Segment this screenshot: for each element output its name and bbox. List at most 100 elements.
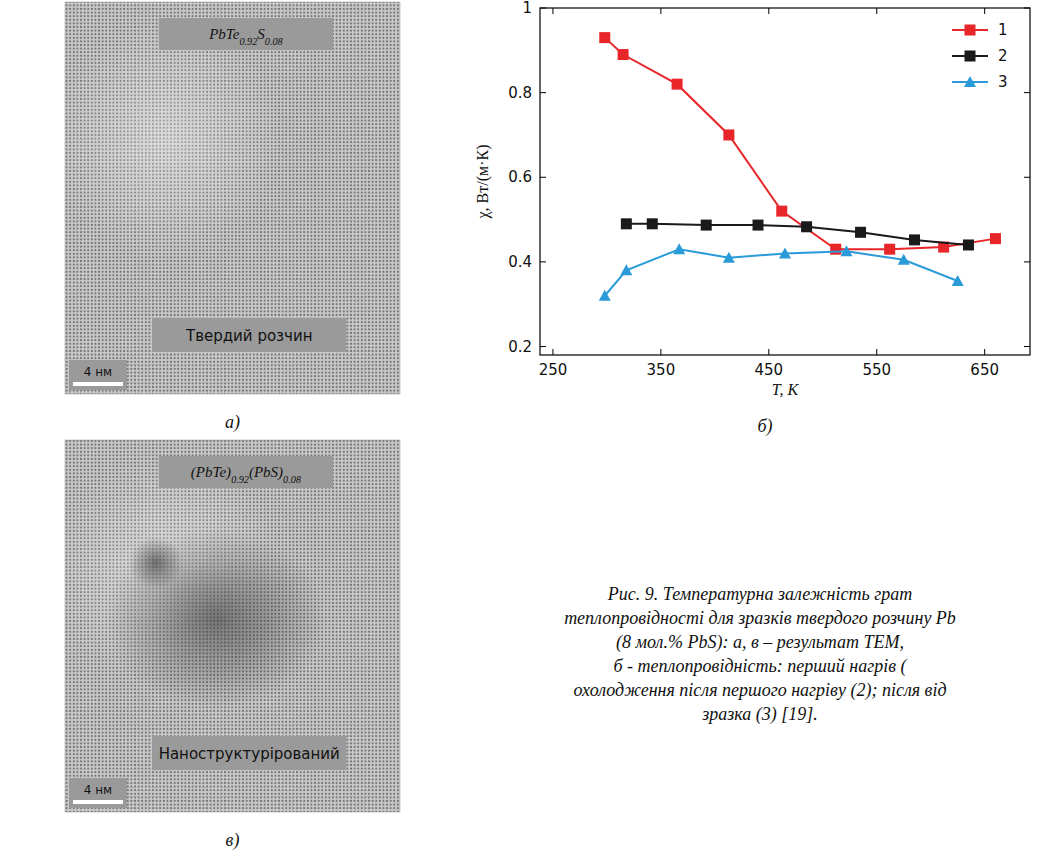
caption-line: теплопровідності для зразків твердого ро… <box>564 608 956 628</box>
caption-line: Рис. 9. Температурна залежність грат <box>607 584 912 604</box>
formula: (PbTe)0.92(PbS)0.08 <box>191 464 301 485</box>
marker <box>701 220 712 231</box>
x-tick <box>984 349 985 355</box>
scale-box <box>69 778 127 808</box>
formula: PbTe0.92S0.08 <box>208 26 282 47</box>
formula-part: (PbS) <box>249 464 283 481</box>
marker <box>753 220 764 231</box>
x-tick <box>984 8 985 14</box>
marker <box>723 252 735 263</box>
y-tick-label: 0.8 <box>508 84 532 102</box>
y-tick-label: 0.6 <box>508 168 532 186</box>
y-tick <box>540 261 546 262</box>
legend-label: 2 <box>998 47 1008 65</box>
marker <box>673 243 685 254</box>
image-label: Наноструктурірований <box>159 745 340 763</box>
marker <box>776 206 787 217</box>
y-tick <box>1024 8 1030 9</box>
y-tick <box>540 177 546 178</box>
series-line <box>605 38 996 250</box>
marker <box>647 218 658 229</box>
y-tick <box>1024 177 1030 178</box>
caption-line: б - теплопровідність: перший нагрів ( <box>614 656 908 677</box>
figure: PbTe0.92S0.08Твердий розчин4 нма)(PbTe)0… <box>0 0 1052 853</box>
y-tick-label: 1 <box>522 0 532 17</box>
marker <box>779 247 791 258</box>
marker <box>723 129 734 140</box>
y-tick <box>540 92 546 93</box>
legend-marker <box>965 51 976 62</box>
x-tick <box>552 8 553 14</box>
marker <box>963 239 974 250</box>
caption-line: зразка (3) [19]. <box>701 704 818 725</box>
subscript: 0.08 <box>283 474 301 485</box>
x-tick <box>876 8 877 14</box>
tem-image: (PbTe)0.92(PbS)0.08 Наноструктурірований 4… <box>48 440 400 812</box>
x-tick <box>552 349 553 355</box>
caption-line: (8 мол.% PbS): а, в – результат ТЕМ, <box>616 632 904 653</box>
x-tick <box>876 349 877 355</box>
marker <box>621 218 632 229</box>
subscript: 0.92 <box>231 474 249 485</box>
marker <box>855 227 866 238</box>
marker <box>620 264 632 275</box>
label-box <box>159 456 333 488</box>
x-tick-label: 450 <box>754 361 783 379</box>
chart: 250 350 450 550 650 0.2 0.4 0.6 0.8 1 T, K χ, Вт/(м… <box>474 0 1030 398</box>
plot-frame <box>540 8 1030 355</box>
marker <box>672 79 683 90</box>
x-tick <box>768 8 769 14</box>
panel-letter: б) <box>757 416 772 437</box>
marker <box>841 245 853 256</box>
nano-inclusion <box>129 537 183 589</box>
y-tick-label: 0.4 <box>508 253 532 271</box>
x-tick <box>660 8 661 14</box>
y-tick <box>540 346 546 347</box>
x-tick <box>768 349 769 355</box>
marker <box>599 32 610 43</box>
scale-bar <box>73 800 123 804</box>
marker <box>830 244 841 255</box>
tem-image: PbTe0.92S0.08Твердий розчин4 нм <box>48 2 400 394</box>
legend-label: 1 <box>998 21 1008 39</box>
subscript: 0.08 <box>265 36 283 47</box>
panel-letter: в) <box>226 830 240 851</box>
legend-marker <box>965 25 976 36</box>
data-group <box>599 32 1001 301</box>
legend: 1 2 3 <box>952 21 1008 91</box>
x-tick-label: 550 <box>862 361 891 379</box>
marker <box>801 221 812 232</box>
series-line <box>626 224 968 245</box>
label-box <box>152 318 346 352</box>
marker <box>618 49 629 60</box>
image-label: Твердий розчин <box>185 327 312 345</box>
y-tick <box>1024 261 1030 262</box>
y-axis-title: χ, Вт/(м·К) <box>474 145 492 220</box>
legend-label: 3 <box>998 73 1008 91</box>
formula-part: (PbTe) <box>191 464 231 481</box>
y-tick <box>540 8 546 9</box>
x-tick <box>660 349 661 355</box>
y-tick <box>1024 346 1030 347</box>
label-box <box>152 736 346 770</box>
formula-part: PbTe <box>208 26 240 42</box>
x-tick-label: 350 <box>647 361 676 379</box>
label-box <box>159 18 333 50</box>
scale-box <box>69 360 127 390</box>
marker <box>898 254 910 265</box>
y-tick-label: 0.2 <box>508 338 532 356</box>
x-tick-label: 650 <box>970 361 999 379</box>
scale-label: 4 нм <box>84 783 112 797</box>
subscript: 0.92 <box>239 36 257 47</box>
legend-marker <box>964 76 976 87</box>
marker <box>990 233 1001 244</box>
marker <box>909 234 920 245</box>
y-tick <box>1024 92 1030 93</box>
tem-contrast <box>48 22 283 257</box>
x-axis-title: T, K <box>772 381 800 398</box>
nano-inclusion <box>105 529 326 708</box>
marker <box>884 244 895 255</box>
marker <box>599 290 611 301</box>
marker <box>952 275 964 286</box>
x-tick-label: 250 <box>539 361 568 379</box>
